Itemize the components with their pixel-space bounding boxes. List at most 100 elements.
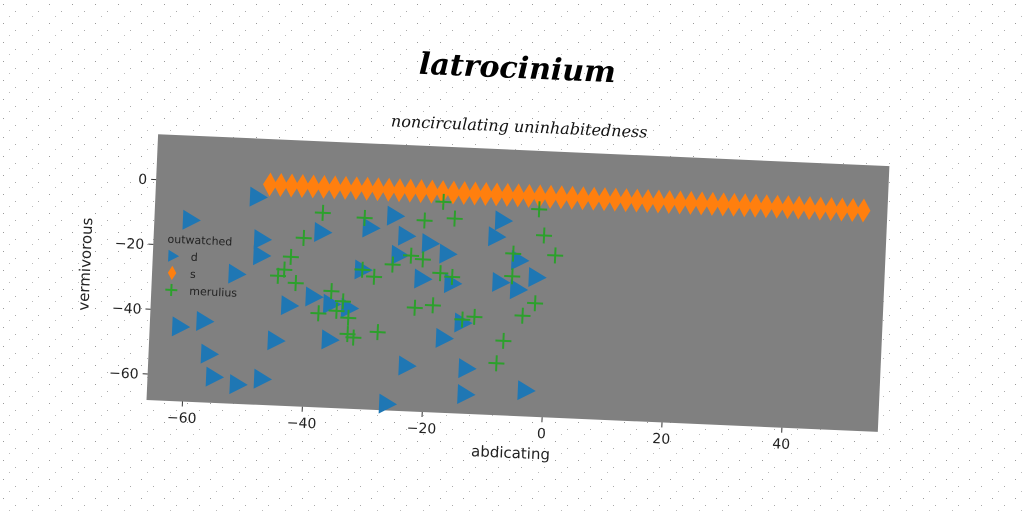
point-s-35: [640, 189, 655, 214]
point-merulius-25: [340, 309, 357, 326]
legend-label-d: d: [190, 251, 198, 264]
point-merulius-5: [531, 201, 548, 218]
chart-title: latrocinium: [418, 47, 616, 91]
point-s-4: [306, 174, 321, 199]
x-tick-label-5: 40: [772, 436, 791, 453]
point-merulius-36: [495, 332, 512, 349]
point-s-14: [414, 179, 429, 204]
point-d-2: [253, 229, 273, 250]
point-s-6: [327, 175, 342, 200]
point-s-34: [629, 188, 644, 213]
plot-area: −60 −40 −20 0 20 40 0 −20 −40 −60 abdicating ver…: [74, 134, 890, 464]
point-d-8: [421, 233, 441, 254]
point-d-22: [196, 310, 215, 331]
point-s-21: [489, 182, 504, 207]
point-d-14: [340, 297, 360, 318]
legend: outwatched ds merulius: [165, 233, 238, 300]
y-axis-ticks: 0 −20 −40 −60: [109, 172, 157, 383]
x-tick-label-4: 20: [652, 431, 671, 448]
point-merulius-22: [323, 283, 340, 300]
point-s-19: [468, 181, 483, 206]
point-s-43: [726, 192, 741, 217]
point-d-37: [492, 271, 511, 292]
point-merulius-37: [488, 355, 505, 372]
point-d-24: [200, 343, 220, 364]
point-s-24: [521, 183, 536, 208]
point-d-1: [182, 209, 201, 230]
point-s-52: [824, 197, 839, 222]
point-s-32: [608, 187, 623, 212]
point-s-16: [435, 180, 450, 205]
point-merulius-4: [446, 210, 463, 227]
point-d-31: [457, 384, 476, 405]
point-d-6: [386, 205, 406, 226]
point-s-46: [759, 194, 774, 219]
point-d-18: [454, 312, 473, 333]
point-d-4: [314, 221, 333, 242]
point-merulius-26: [310, 305, 327, 322]
legend-label-merulius: merulius: [189, 285, 238, 300]
point-s-20: [478, 181, 493, 206]
point-s-13: [403, 178, 418, 203]
point-s-33: [619, 188, 634, 213]
series-layer: [171, 172, 871, 414]
point-merulius-1: [356, 209, 373, 226]
point-merulius-21: [504, 268, 521, 285]
point-merulius-34: [514, 307, 531, 324]
point-merulius-29: [454, 311, 471, 328]
point-d-9: [439, 243, 458, 264]
point-s-15: [424, 179, 439, 204]
point-merulius-20: [505, 245, 522, 262]
point-s-51: [813, 196, 828, 221]
point-s-22: [500, 182, 515, 207]
point-s-3: [295, 173, 310, 198]
point-s-7: [338, 175, 353, 200]
point-d-29: [398, 355, 417, 376]
point-s-27: [554, 185, 569, 210]
point-s-50: [802, 196, 817, 221]
point-s-10: [370, 177, 385, 202]
point-s-41: [705, 191, 720, 216]
point-d-36: [528, 267, 547, 288]
point-s-42: [716, 192, 731, 217]
point-merulius-19: [444, 268, 461, 285]
point-d-0: [249, 186, 268, 207]
point-s-36: [651, 189, 666, 214]
point-d-30: [458, 358, 477, 379]
legend-title: outwatched: [167, 233, 232, 249]
point-s-55: [856, 198, 871, 223]
legend-label-s: s: [190, 268, 197, 281]
point-d-17: [443, 273, 463, 294]
point-d-11: [280, 295, 300, 316]
point-d-27: [253, 368, 273, 389]
y-tick-label-0: 0: [138, 172, 148, 188]
x-axis-label: abdicating: [471, 442, 551, 463]
point-s-54: [845, 197, 860, 222]
y-axis-label: vermivorous: [74, 217, 96, 311]
point-d-34: [488, 226, 507, 247]
point-merulius-27: [406, 299, 423, 316]
point-d-16: [414, 268, 433, 289]
point-s-1: [273, 173, 288, 198]
point-d-35: [511, 250, 530, 271]
point-merulius-33: [345, 329, 362, 346]
x-tick-label-0: −60: [167, 410, 197, 427]
point-s-26: [543, 184, 558, 209]
point-merulius-7: [547, 247, 564, 264]
x-tick-label-1: −40: [287, 415, 317, 432]
point-merulius-24: [328, 302, 345, 319]
point-d-25: [205, 366, 225, 387]
point-d-32: [517, 380, 536, 401]
point-s-5: [316, 174, 331, 199]
point-merulius-15: [384, 256, 401, 273]
point-d-12: [305, 286, 324, 307]
point-s-39: [683, 190, 698, 215]
point-s-17: [446, 180, 461, 205]
point-merulius-35: [527, 295, 544, 312]
point-s-12: [392, 178, 407, 203]
point-s-2: [284, 173, 299, 198]
point-s-18: [457, 181, 472, 206]
point-merulius-6: [536, 227, 553, 244]
point-s-8: [349, 176, 364, 201]
